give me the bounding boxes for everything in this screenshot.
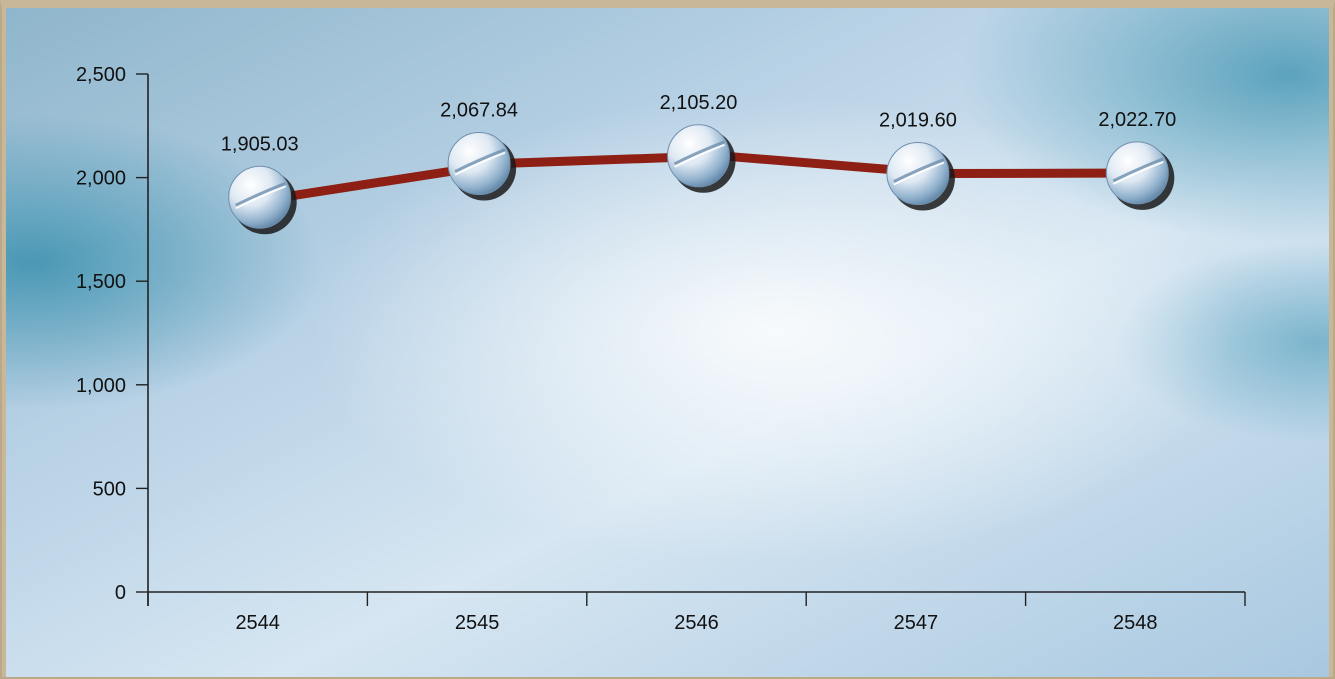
data-label: 1,905.03: [221, 133, 299, 155]
pill-score-line: [673, 140, 726, 166]
data-label: 2,067.84: [440, 100, 518, 122]
x-tick-label: 2544: [235, 612, 280, 634]
y-tick-label: 1,500: [76, 271, 126, 293]
y-tick-label: 0: [115, 582, 126, 604]
y-tick-label: 500: [93, 478, 126, 500]
pill-score-highlight: [893, 161, 945, 186]
pill-score-line: [893, 158, 945, 183]
x-tick-label: 2546: [674, 612, 719, 634]
pill-score-highlight: [674, 143, 725, 168]
markers: [228, 124, 1175, 235]
pill-score-line: [1112, 157, 1164, 183]
data-label: 2,022.70: [1098, 109, 1176, 131]
pill-score-highlight: [235, 185, 287, 210]
data-label: 2,105.20: [660, 92, 738, 114]
x-tick-label: 2547: [894, 612, 939, 634]
x-tick-label: 2548: [1113, 612, 1158, 634]
pill-score-line: [454, 148, 506, 173]
pill-score-line: [235, 181, 287, 207]
axes: [136, 73, 1246, 606]
data-label: 2,019.60: [879, 110, 957, 132]
pill-score-highlight: [454, 151, 506, 176]
tick-labels: 0 500 1,000 1,500 2,000 2,500 2544 2545 2546 2547…: [76, 64, 1158, 634]
pill-score-highlight: [1112, 160, 1164, 185]
y-tick-label: 2,500: [76, 64, 126, 86]
data-labels: 1,905.03 2,067.84 2,105.20 2,019.60 2,022.70: [221, 92, 1176, 155]
data-point-marker: [447, 132, 517, 201]
data-point-marker: [886, 142, 955, 211]
y-tick-label: 2,000: [76, 168, 126, 190]
data-point-marker: [228, 165, 297, 235]
data-point-marker: [667, 124, 736, 193]
y-tick-label: 1,000: [76, 375, 126, 397]
chart-background: [6, 8, 1329, 677]
data-point-marker: [1105, 141, 1175, 210]
x-tick-label: 2545: [455, 612, 500, 634]
